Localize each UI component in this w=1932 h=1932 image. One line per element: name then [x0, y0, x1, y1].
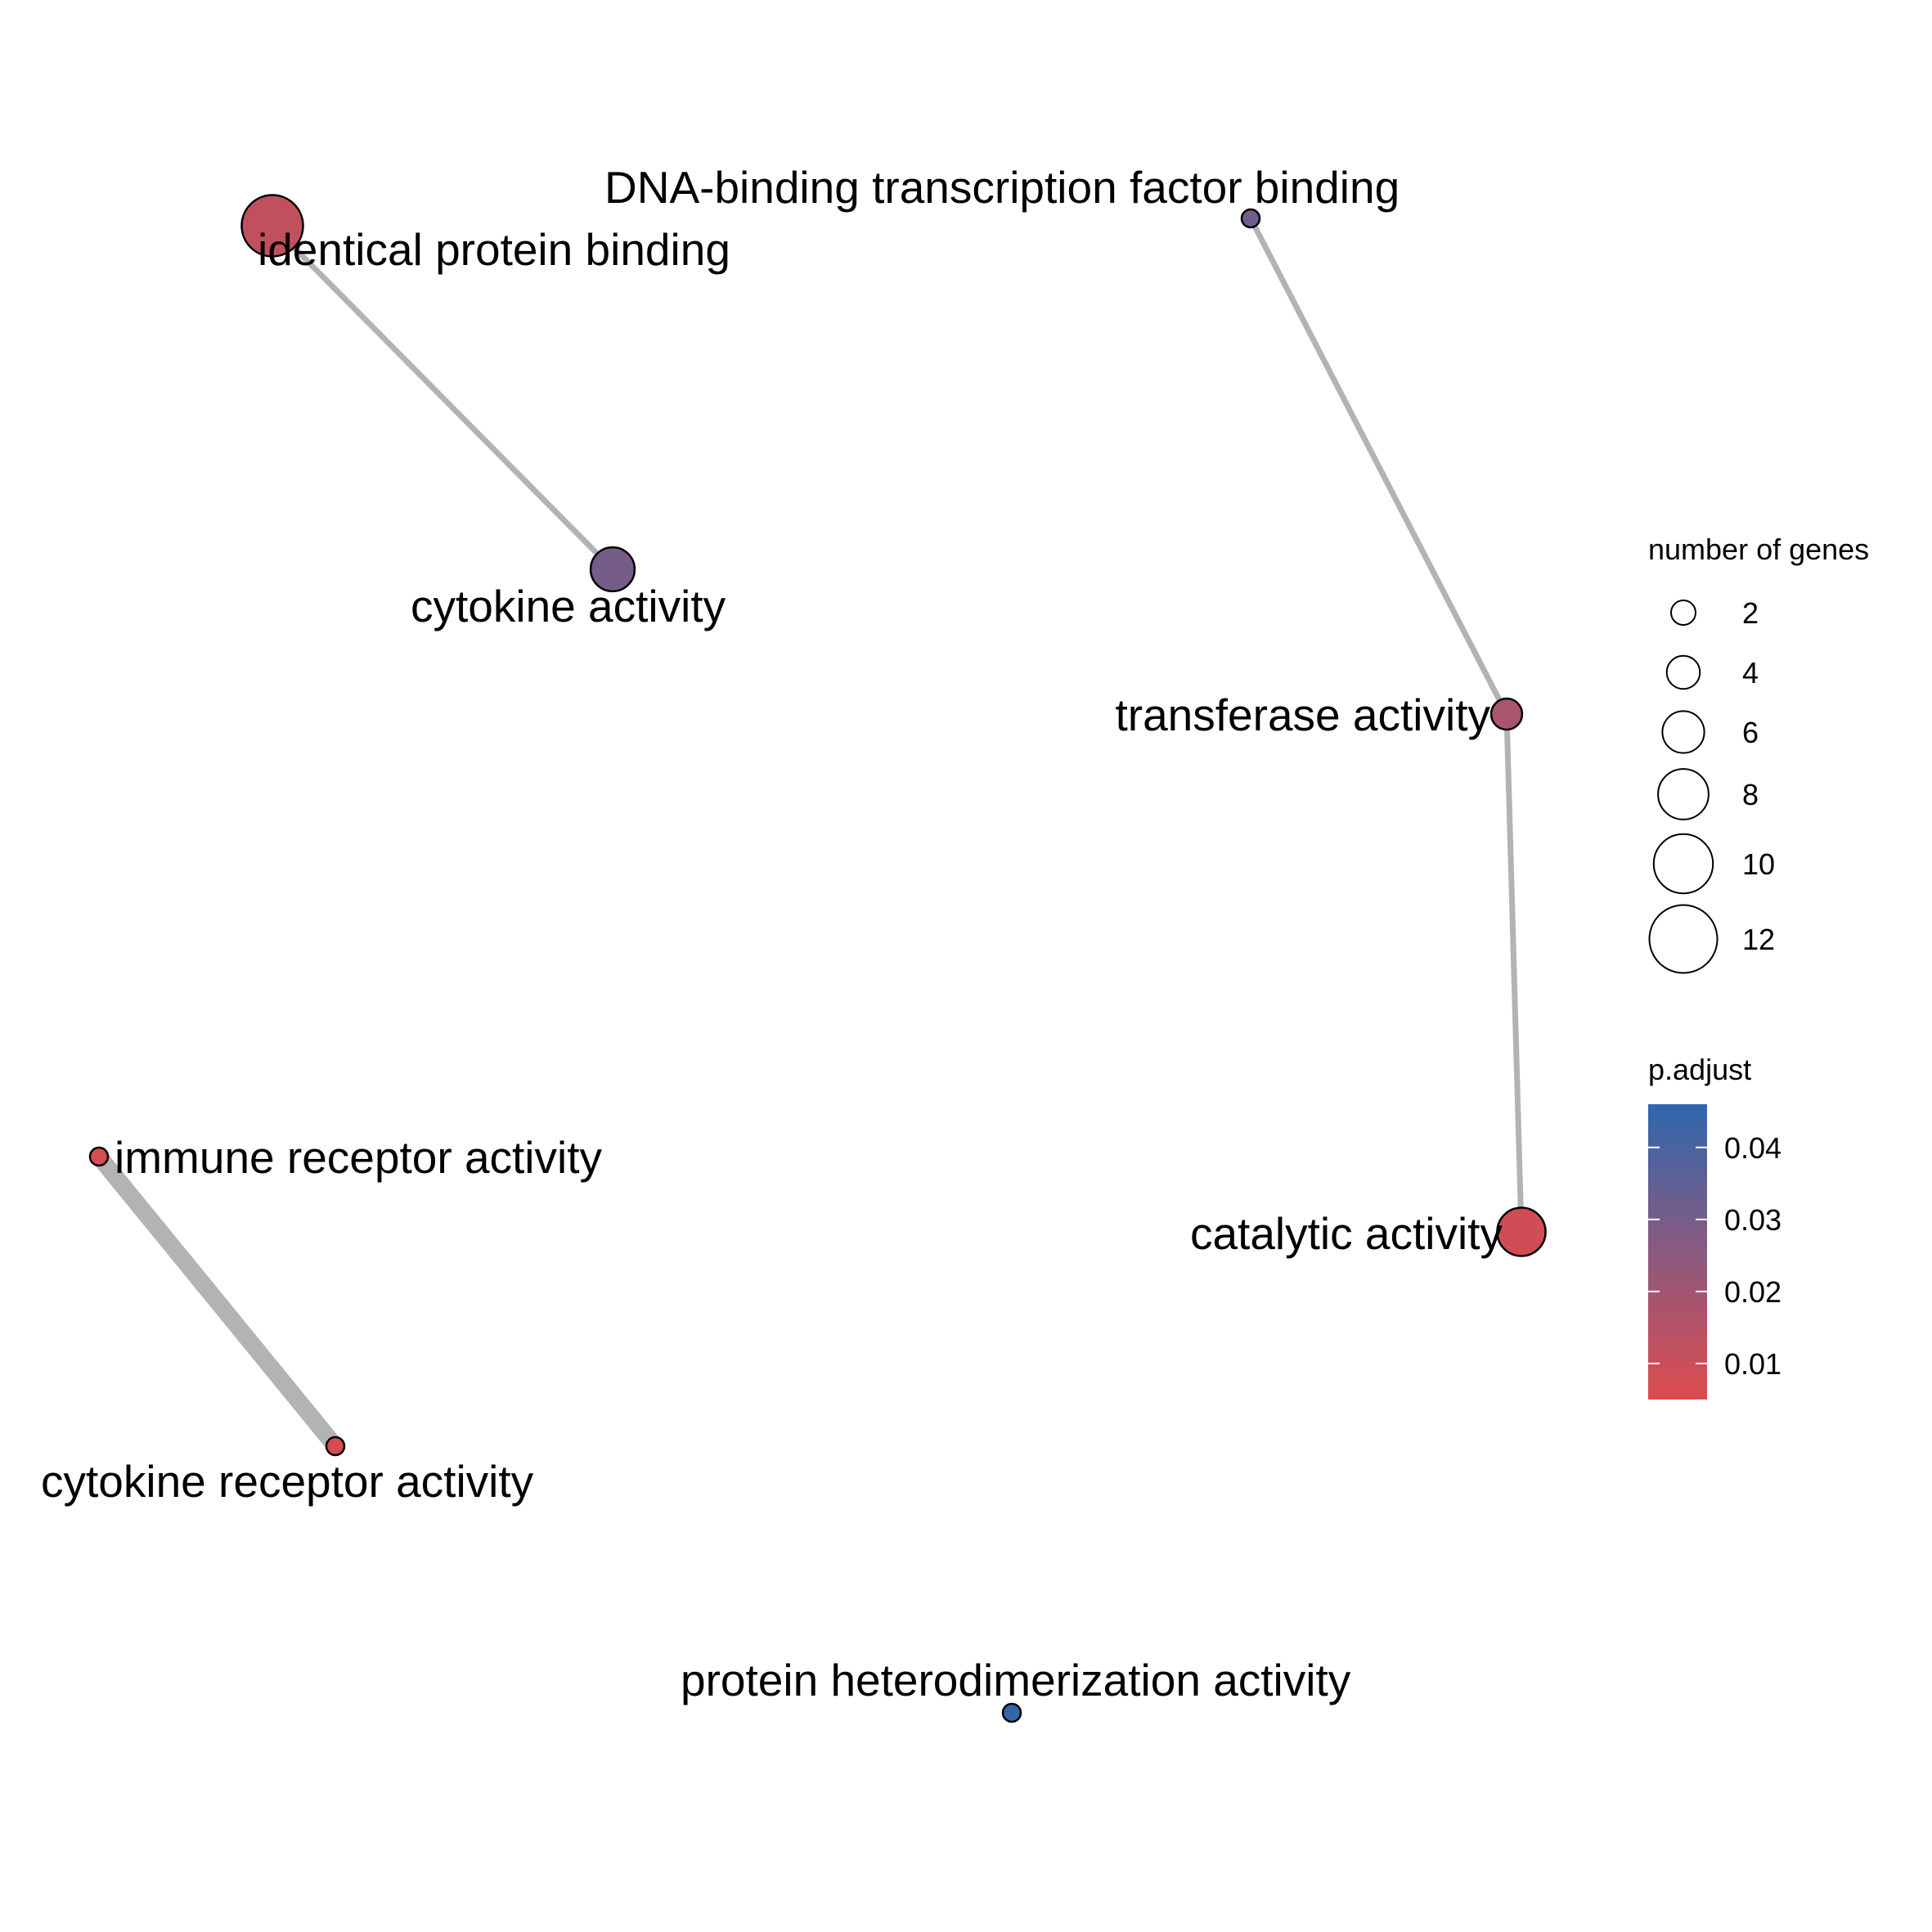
node-label-dna-binding-tf-binding: DNA-binding transcription factor binding	[604, 162, 1400, 213]
edge-identical-protein-binding-cytokine-activity	[270, 223, 615, 572]
labels-layer: identical protein binding cytokine activi…	[41, 162, 1503, 1705]
size-legend-title: number of genes	[1648, 532, 1869, 566]
edges-layer	[92, 217, 1525, 1452]
node-cytokine-activity[interactable]	[589, 546, 636, 593]
nodes-layer	[88, 194, 1547, 1723]
size-legend-label-10: 10	[1742, 847, 1775, 881]
edge-transferase-activity-catalytic-activity	[1503, 713, 1525, 1233]
color-legend-bar	[1648, 1104, 1707, 1400]
size-legend-key-4	[1665, 654, 1701, 690]
size-legend: number of genes 2 4 6 8 10 12	[1648, 532, 1869, 974]
size-legend-label-2: 2	[1742, 596, 1759, 630]
node-identical-protein-binding[interactable]	[240, 194, 304, 258]
node-transferase-activity[interactable]	[1489, 697, 1524, 731]
node-label-protein-heterodimerization-activity: protein heterodimerization activity	[681, 1655, 1351, 1705]
node-label-catalytic-activity: catalytic activity	[1190, 1208, 1503, 1259]
node-label-cytokine-receptor-activity: cytokine receptor activity	[41, 1456, 534, 1507]
size-legend-key-10	[1652, 833, 1714, 895]
size-legend-label-12: 12	[1742, 923, 1775, 956]
node-catalytic-activity[interactable]	[1496, 1206, 1547, 1257]
node-immune-receptor-activity[interactable]	[88, 1146, 110, 1167]
size-legend-key-12	[1648, 904, 1719, 974]
node-label-identical-protein-binding: identical protein binding	[258, 224, 730, 275]
node-protein-heterodimerization-activity[interactable]	[1001, 1702, 1022, 1723]
size-legend-key-2	[1670, 600, 1696, 626]
edge-immune-receptor-activity-cytokine-receptor-activity	[92, 1151, 343, 1452]
size-legend-key-8	[1657, 768, 1710, 820]
color-legend: p.adjust 0.01 0.02 0.03 0.04	[1648, 1053, 1781, 1400]
color-legend-title: p.adjust	[1648, 1053, 1751, 1086]
size-legend-label-4: 4	[1742, 656, 1759, 690]
size-legend-key-6	[1661, 710, 1705, 754]
color-legend-label-0.02: 0.02	[1724, 1275, 1781, 1309]
node-cytokine-receptor-activity[interactable]	[325, 1436, 346, 1457]
node-dna-binding-tf-binding[interactable]	[1240, 208, 1261, 229]
color-legend-label-0.03: 0.03	[1724, 1203, 1781, 1237]
size-legend-label-8: 8	[1742, 778, 1759, 811]
node-label-transferase-activity: transferase activity	[1115, 690, 1490, 740]
node-label-immune-receptor-activity: immune receptor activity	[115, 1132, 603, 1183]
color-legend-label-0.04: 0.04	[1724, 1131, 1781, 1165]
size-legend-label-6: 6	[1742, 716, 1759, 749]
edge-dna-binding-tf-binding-transferase-activity	[1247, 217, 1510, 716]
color-legend-label-0.01: 0.01	[1724, 1347, 1781, 1381]
node-label-cytokine-activity: cytokine activity	[411, 581, 726, 631]
